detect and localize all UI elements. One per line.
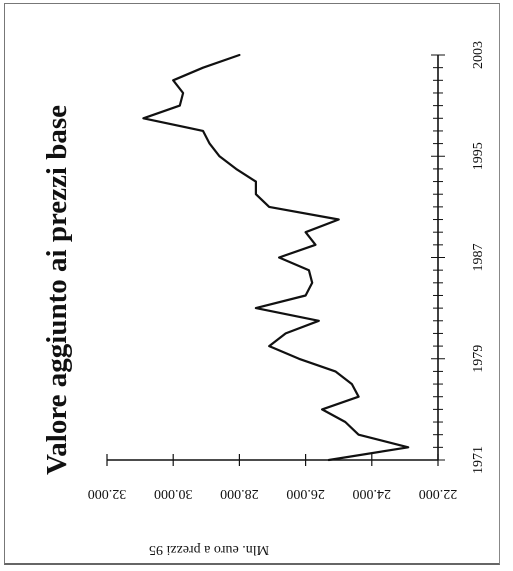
y-tick-label: 32.000 [88, 486, 127, 501]
chart-title: Valore aggiunto ai prezzi base [41, 105, 73, 475]
series-line [142, 53, 410, 462]
y-axis-label: Mln. euro a prezzi 95 [149, 542, 269, 557]
x-tick-labels: 1971 1979 1987 1995 2003 [471, 41, 486, 474]
y-tick-label: 30.000 [154, 486, 193, 501]
axes [107, 55, 439, 461]
chart-frame [4, 3, 500, 565]
x-ticks [431, 54, 445, 461]
x-tick-label: 1995 [471, 142, 486, 170]
y-tick-label: 22.000 [419, 486, 458, 501]
y-tick-label: 26.000 [286, 486, 325, 501]
x-tick-label: 1979 [471, 345, 486, 373]
y-tick-label: 28.000 [220, 486, 259, 501]
y-tick-labels: 22.000 24.000 26.000 28.000 30.000 32.000 [88, 486, 458, 501]
x-tick-label: 1971 [471, 446, 486, 474]
x-tick-label: 2003 [471, 41, 486, 69]
x-tick-label: 1987 [471, 244, 486, 272]
series-group [142, 53, 410, 462]
y-ticks [106, 454, 439, 466]
y-tick-label: 24.000 [353, 486, 392, 501]
